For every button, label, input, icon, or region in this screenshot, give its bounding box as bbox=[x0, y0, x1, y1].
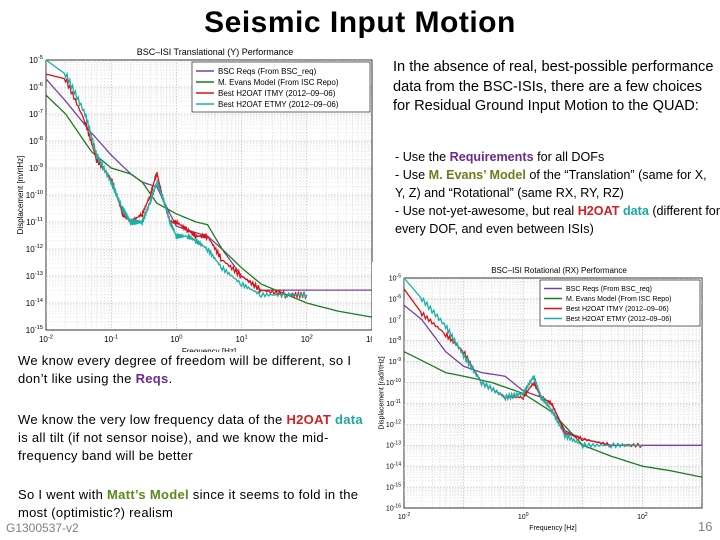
page-title: Seismic Input Motion bbox=[204, 6, 516, 39]
y-tick-label: 10-10 bbox=[386, 378, 401, 387]
model-highlight: Matt’s Model bbox=[107, 487, 189, 502]
grid bbox=[46, 60, 372, 330]
option-text: - Use not-yet-awesome, but real bbox=[395, 204, 578, 218]
option-text: for all DOFs bbox=[533, 150, 605, 164]
y-tick-label: 10-15 bbox=[26, 325, 43, 335]
paragraph-text: . bbox=[168, 371, 173, 386]
paragraph-text: is all tilt (if not sensor noise), and w… bbox=[18, 430, 329, 463]
legend-entry: BSC Reqs (From BSC_req) bbox=[566, 286, 652, 293]
y-tick-label: 10-13 bbox=[26, 271, 43, 281]
y-tick-label: 10-10 bbox=[26, 190, 43, 200]
h2oat-paragraph: We know the very low frequency data of t… bbox=[18, 411, 363, 465]
paragraph-text: So I went with bbox=[18, 487, 108, 502]
x-tick-label: 102 bbox=[301, 334, 313, 344]
y-tick-label: 10-7 bbox=[389, 315, 401, 324]
paragraph-text: since it seems to fold in the most (opti… bbox=[18, 487, 359, 520]
option-list: - Use the Requirements for all DOFs - Us… bbox=[395, 148, 720, 238]
legend-entry: M. Evans Model (From ISC Repo) bbox=[218, 78, 339, 87]
option-text: - Use bbox=[395, 168, 429, 182]
y-tick-label: 10-5 bbox=[389, 273, 401, 282]
series-line-2 bbox=[45, 94, 373, 318]
x-axis-label: Frequency [Hz] bbox=[182, 347, 236, 352]
translational-performance-chart: 10-2 10-1 100 101 102 10310-1510-1410-1310-12… bbox=[0, 44, 378, 352]
chart-title: BSC–ISI Rotational (RX) Performance bbox=[491, 266, 627, 275]
y-tick-label: 10-13 bbox=[386, 441, 401, 450]
data-highlight: data bbox=[622, 204, 649, 218]
model-highlight: M. Evans’ Model bbox=[428, 168, 526, 182]
y-tick-label: 10-16 bbox=[386, 503, 401, 512]
series-line-3 bbox=[403, 288, 643, 449]
y-tick-label: 10-6 bbox=[29, 82, 43, 92]
y-tick-label: 10-6 bbox=[389, 294, 401, 303]
y-axis-label: Displacement [rad/rtHz] bbox=[379, 356, 386, 429]
y-tick-label: 10-12 bbox=[26, 244, 43, 254]
data-highlight: data bbox=[335, 412, 363, 427]
legend-entry: Best H2OAT ITMY (2012–09–06) bbox=[566, 306, 669, 313]
option-text: (different for every DOF, and even betwe… bbox=[395, 204, 720, 236]
y-tick-label: 10-11 bbox=[386, 399, 401, 408]
y-axis-label: Displacement [m/rtHz] bbox=[16, 156, 25, 235]
y-tick-label: 10-9 bbox=[29, 163, 43, 173]
x-tick-label: 100 bbox=[170, 334, 182, 344]
y-tick-label: 10-8 bbox=[389, 336, 401, 345]
y-tick-label: 10-15 bbox=[386, 482, 401, 491]
reqs-paragraph: We know every degree of freedom will be … bbox=[18, 352, 363, 388]
chart-title: BSC–ISI Translational (Y) Performance bbox=[137, 47, 294, 57]
legend: BSC Reqs (From BSC_req) M. Evans Model (F… bbox=[539, 279, 701, 327]
legend-entry: M. Evans Model (From ISC Repo) bbox=[566, 296, 671, 303]
x-tick-label: 10-2 bbox=[398, 512, 410, 521]
model-paragraph: So I went with Matt’s Model since it see… bbox=[18, 486, 363, 522]
reqs-highlight: Reqs bbox=[135, 371, 169, 386]
legend-entry: BSC Reqs (From BSC_req) bbox=[218, 67, 317, 76]
x-tick-label: 102 bbox=[637, 512, 648, 521]
y-tick-label: 10-11 bbox=[26, 217, 43, 227]
h2oat-highlight: H2OAT bbox=[286, 412, 332, 427]
paragraph-text: We know every degree of freedom will be … bbox=[18, 353, 352, 386]
option-item-model: - Use M. Evans’ Model of the “Translatio… bbox=[395, 166, 720, 202]
legend: BSC Reqs (From BSC_req) M. Evans Model (F… bbox=[191, 61, 371, 113]
y-tick-label: 10-14 bbox=[386, 461, 401, 470]
x-tick-label: 10-1 bbox=[104, 334, 118, 344]
y-tick-label: 10-7 bbox=[29, 109, 43, 119]
page-number: 16 bbox=[698, 519, 713, 534]
document-id: G1300537-v2 bbox=[6, 521, 79, 535]
option-text: of the “Translation” (same for X, Y, Z) … bbox=[395, 168, 707, 200]
intro-text: In the absence of real, best-possible pe… bbox=[393, 59, 714, 114]
x-tick-label: 101 bbox=[236, 334, 248, 344]
y-tick-label: 10-9 bbox=[389, 357, 401, 366]
legend-entry: Best H2OAT ITMY (2012–09–06) bbox=[218, 89, 336, 98]
y-tick-label: 10-8 bbox=[29, 136, 43, 146]
series-line-4 bbox=[45, 59, 308, 299]
paragraph-text: We know the very low frequency data of t… bbox=[18, 412, 287, 427]
series-line-4 bbox=[403, 277, 643, 450]
y-tick-label: 10-5 bbox=[29, 55, 43, 65]
y-tick-label: 10-12 bbox=[386, 420, 401, 429]
legend-entry: Best H2OAT ETMY (2012–09–06) bbox=[566, 316, 671, 323]
rotational-performance-chart: 10-2 100 102 10-16 10-15 10-14 10-13 10-12 10-11… bbox=[372, 262, 710, 534]
h2oat-highlight: H2OAT bbox=[577, 204, 620, 218]
x-tick-label: 10-2 bbox=[39, 334, 53, 344]
x-tick-label: 100 bbox=[518, 512, 529, 521]
option-item-h2oat: - Use not-yet-awesome, but real H2OAT da… bbox=[395, 202, 720, 238]
option-item-requirements: - Use the Requirements for all DOFs bbox=[395, 148, 720, 166]
x-axis-label: Frequency [Hz] bbox=[529, 525, 577, 532]
requirements-highlight: Requirements bbox=[449, 150, 534, 164]
option-text: - Use the bbox=[395, 150, 450, 164]
y-tick-label: 10-14 bbox=[26, 298, 44, 308]
legend-entry: Best H2OAT ETMY (2012–09–06) bbox=[218, 100, 339, 109]
